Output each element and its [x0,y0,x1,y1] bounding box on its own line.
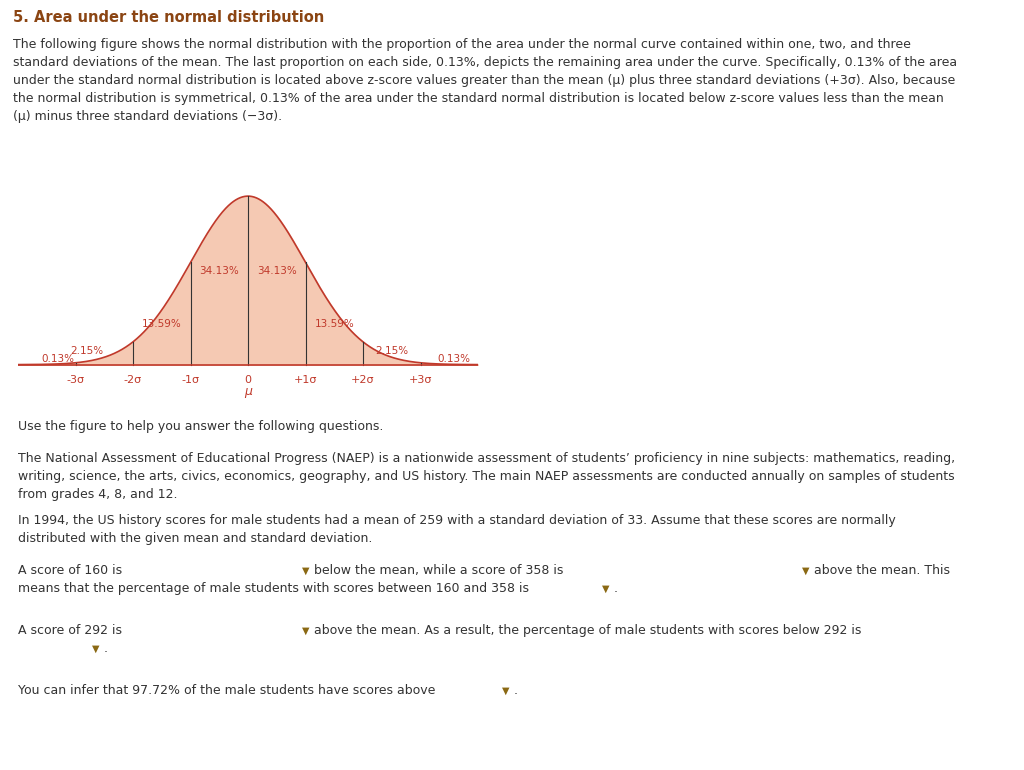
Text: 2.15%: 2.15% [375,346,409,357]
Text: .: . [614,582,618,595]
Text: 34.13%: 34.13% [257,266,297,276]
Text: 0.13%: 0.13% [41,353,74,363]
Text: -1σ: -1σ [181,375,200,385]
Text: 5. Area under the normal distribution: 5. Area under the normal distribution [13,10,325,25]
Text: μ: μ [244,384,252,397]
Text: 34.13%: 34.13% [200,266,240,276]
Text: means that the percentage of male students with scores between 160 and 358 is: means that the percentage of male studen… [18,582,534,595]
Text: under the standard normal distribution is located above z-score values greater t: under the standard normal distribution i… [13,74,955,87]
Text: 13.59%: 13.59% [142,319,181,329]
Text: above the mean. This: above the mean. This [814,564,950,577]
Text: distributed with the given mean and standard deviation.: distributed with the given mean and stan… [18,532,373,545]
Text: You can infer that 97.72% of the male students have scores above: You can infer that 97.72% of the male st… [18,684,439,697]
Text: +2σ: +2σ [351,375,375,385]
Text: 13.59%: 13.59% [314,319,354,329]
Text: .: . [514,684,518,697]
Text: 0.13%: 0.13% [437,353,471,363]
Text: ▼: ▼ [502,686,510,696]
Text: A score of 160 is: A score of 160 is [18,564,126,577]
Text: from grades 4, 8, and 12.: from grades 4, 8, and 12. [18,488,177,501]
Text: ▼: ▼ [92,644,99,654]
Text: -3σ: -3σ [67,375,85,385]
Text: ▼: ▼ [602,584,609,594]
Text: ▼: ▼ [302,566,309,576]
Text: 0: 0 [245,375,252,385]
Text: +3σ: +3σ [409,375,432,385]
Text: +1σ: +1σ [294,375,317,385]
Text: The National Assessment of Educational Progress (NAEP) is a nationwide assessmen: The National Assessment of Educational P… [18,452,955,465]
Text: .: . [104,642,108,655]
Text: above the mean. As a result, the percentage of male students with scores below 2: above the mean. As a result, the percent… [314,624,861,637]
Text: -2σ: -2σ [124,375,142,385]
Text: standard deviations of the mean. The last proportion on each side, 0.13%, depict: standard deviations of the mean. The las… [13,56,957,69]
Text: (μ) minus three standard deviations (−3σ).: (μ) minus three standard deviations (−3σ… [13,110,283,123]
Text: ▼: ▼ [302,626,309,636]
Text: In 1994, the US history scores for male students had a mean of 259 with a standa: In 1994, the US history scores for male … [18,514,896,527]
Text: below the mean, while a score of 358 is: below the mean, while a score of 358 is [314,564,567,577]
Text: A score of 292 is: A score of 292 is [18,624,126,637]
Text: the normal distribution is symmetrical, 0.13% of the area under the standard nor: the normal distribution is symmetrical, … [13,92,944,105]
Text: Use the figure to help you answer the following questions.: Use the figure to help you answer the fo… [18,420,383,433]
Text: 2.15%: 2.15% [71,346,103,357]
Text: writing, science, the arts, civics, economics, geography, and US history. The ma: writing, science, the arts, civics, econ… [18,470,954,483]
Text: The following figure shows the normal distribution with the proportion of the ar: The following figure shows the normal di… [13,38,911,51]
Text: ▼: ▼ [802,566,810,576]
